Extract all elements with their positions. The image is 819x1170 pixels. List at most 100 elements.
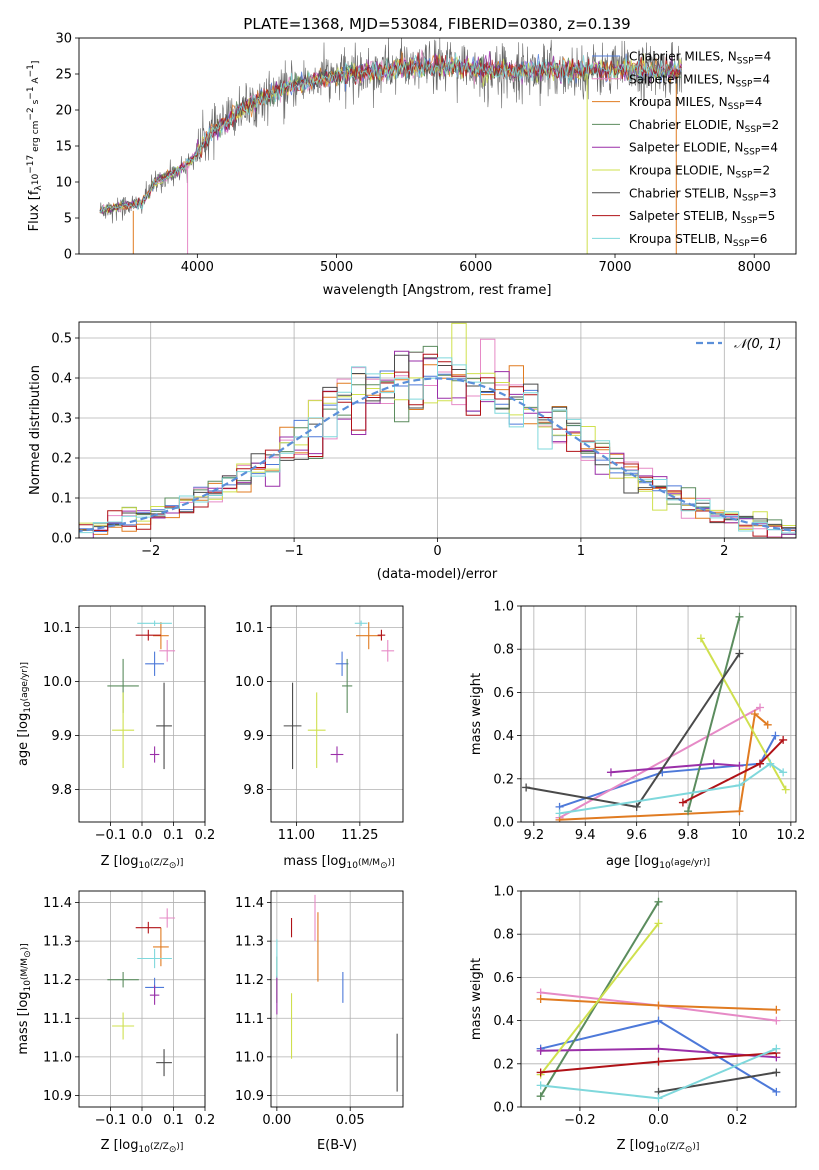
spectrum-ylabel-part: ] [31,61,41,65]
weight-Z-xlabel-part: Z [log [617,1138,655,1153]
weight-age-ylabel: mass weight [469,673,484,755]
weight-Z-xlabel-part: ⊙ [685,1145,693,1155]
spectrum-ytick-label: 10 [55,176,72,191]
weight-age-point [735,612,744,621]
age-vs-Z-xlabel-part: (Z/Z [150,858,169,868]
weight_vs_age-ytick-label: 0.4 [493,729,514,744]
spectrum-xtick-label: 5000 [320,260,353,275]
legend-entry: Kroupa MILES, NSSP=4 [629,95,762,112]
spectrum-ylabel-part: s [31,99,41,107]
legend-entry: Chabrier MILES, NSSP=4 [629,50,771,67]
spectrum-axes: 4000 5000 6000 7000 8000 0 5 10 15 20 25 30 waveleng… [26,32,797,298]
spectrum-ylabel-part: −2 [26,107,36,120]
weight-age-line [559,712,769,821]
legend-entry: Chabrier ELODIE, NSSP=2 [629,118,779,135]
mass-vs-Z-ylabel-part: mass [log [16,991,31,1054]
residual_distribution-xtick-label: −1 [285,544,304,559]
legend-sub: SSP [733,239,750,249]
mass_vs_ebv-ytick-label: 11.0 [235,1050,264,1065]
legend-sub: SSP [741,216,758,226]
legend-label: Salpeter MILES, N [629,72,736,86]
weight-Z-line [658,1071,777,1093]
weight-age-point [756,703,765,712]
residual_distribution-ytick-label: 0.0 [51,532,72,547]
legend-sub: SSP [742,193,759,203]
weight_vs_Z-ytick-label: 0.8 [493,928,514,943]
weight-Z-point [654,1094,663,1103]
weight-Z-point [772,1044,781,1053]
weight-age-point [632,802,641,811]
mass_vs_ebv-ytick-label: 11.3 [235,935,264,950]
weight-age-point [735,781,744,790]
residual_distribution-xtick-label: −2 [141,544,160,559]
axes-frame [78,37,797,255]
mass_vs_Z-ytick-label: 11.3 [43,935,72,950]
legend-sub: SSP [736,79,753,89]
weight-age-point [684,807,693,816]
axes-frame [78,890,206,1108]
weight_vs_Z-xtick-label: 0.0 [648,1113,669,1128]
mass-vs-Z-ylabel-part: 10 [23,980,33,992]
legend-label: Kroupa STELIB, N [629,232,733,246]
weight-age-point [735,761,744,770]
weight-Z-point [654,1001,663,1010]
residual-ylabel: Normed distribution [28,365,43,495]
spectrum-ytick-label: 25 [55,68,72,83]
mass_vs_ebv-xtick-label: 0.00 [262,1113,291,1128]
axes-frame [520,890,797,1108]
spectrum-xtick-label: 7000 [598,260,631,275]
age-vs-Z-ylabel-part: age [log [16,713,31,766]
weight-Z-point [772,1016,781,1025]
age-vs-mass-xlabel: mass [log10(M/M⊙)] [283,854,394,871]
mass_vs_ebv-plot-area [276,894,398,1092]
weight-Z-point [654,1057,663,1066]
axes-frame [78,605,206,823]
weight_vs_age-ytick-label: 0.2 [493,772,514,787]
age-vs-Z-xlabel-part: Z [log [101,854,139,869]
mass-vs-Z-xlabel-part: (Z/Z [150,1142,169,1152]
weight-Z-xlabel-part: )] [692,1142,699,1152]
weight-Z-xlabel-part: (Z/Z [666,1142,685,1152]
legend-sub: SSP [737,57,754,67]
weight_vs_Z-ytick-label: 1.0 [493,885,514,900]
weight-Z-point [772,1068,781,1077]
age_vs_Z-plot-area [107,620,176,770]
weight_vs_Z-axes: −0.2 0.0 0.2 0.0 0.2 0.4 0.6 0.8 1.0 Z [log10(Z/Z… [469,885,797,1155]
spectrum-ylabel-part: −1 [26,86,36,99]
weight_vs_age-ytick-label: 0.6 [493,686,514,701]
weight-Z-xlabel-part: 10 [655,1145,667,1155]
weight-age-point [555,809,564,818]
age_vs_Z-axes: −0.1 0.0 0.1 0.29.89.910.010.1Z [log10(Z/Z⊙… [16,605,215,871]
spectrum-xtick-label: 4000 [181,260,214,275]
age-vs-Z-xlabel: Z [log10(Z/Z⊙)] [101,854,184,871]
residual_distribution-plot-area [79,322,796,538]
spectrum-ylabel-part: −17 [26,155,36,174]
weight-Z-point [654,897,663,906]
weight-age-point [766,759,775,768]
legend-count: =2 [752,164,770,178]
age_vs_mass-ytick-label: 9.9 [243,729,264,744]
age_vs_Z-xtick-label: 0.0 [132,828,153,843]
legend-entry: Salpeter ELODIE, NSSP=4 [629,141,778,158]
legend-count: =4 [745,95,763,109]
age-vs-Z-xlabel-part: )] [176,858,183,868]
mass_vs_ebv-ytick-label: 11.2 [235,973,264,988]
legend-count: =5 [758,209,776,223]
weight-age-point [709,759,718,768]
residual_distribution-ytick-label: 0.1 [51,492,72,507]
mass_vs_Z-xtick-label: 0.0 [132,1113,153,1128]
weight_vs_Z-xtick-label: −0.2 [564,1113,596,1128]
legend-entry: Salpeter MILES, NSSP=4 [629,72,770,89]
axes-frame [270,605,404,823]
weight-Z-point [536,1092,545,1101]
age-vs-Z-ylabel-part: 10 [23,701,33,713]
residual_distribution-ytick-label: 0.2 [51,452,72,467]
spectrum-ytick-label: 30 [55,32,72,47]
spectrum-model-line [99,52,682,214]
weight-age-xlabel: age [log10(age/yr)] [606,854,710,871]
axes-frame [78,321,797,539]
weight_vs_age-axes: 9.2 9.4 9.6 9.8 10 10.2 0.0 0.2 0.4 0.6 0.8 1.0 age … [469,600,805,872]
legend-count: =3 [759,186,777,200]
age-vs-Z-ylabel-part: (age/yr)] [20,662,30,701]
